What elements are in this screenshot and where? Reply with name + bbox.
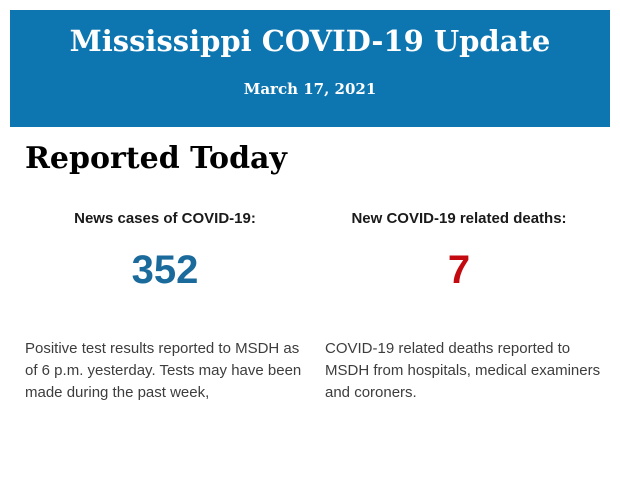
report-date: March 17, 2021	[243, 80, 377, 98]
new-cases-value: 352	[131, 248, 199, 292]
new-cases-stat: News cases of COVID-19: 352	[25, 207, 305, 295]
new-cases-label: News cases of COVID-19:	[74, 210, 256, 227]
page-title: Mississippi COVID-19 Update	[69, 24, 551, 58]
new-deaths-value: 7	[447, 248, 471, 292]
new-deaths-description: COVID-19 related deaths reported to MSDH…	[325, 340, 601, 401]
header-banner: Mississippi COVID-19 Update March 17, 20…	[10, 10, 610, 127]
section-title: Reported Today	[25, 141, 287, 176]
new-cases-description: Positive test results reported to MSDH a…	[25, 340, 302, 401]
new-deaths-stat: New COVID-19 related deaths: 7	[318, 207, 600, 295]
new-deaths-label: New COVID-19 related deaths:	[351, 210, 567, 227]
